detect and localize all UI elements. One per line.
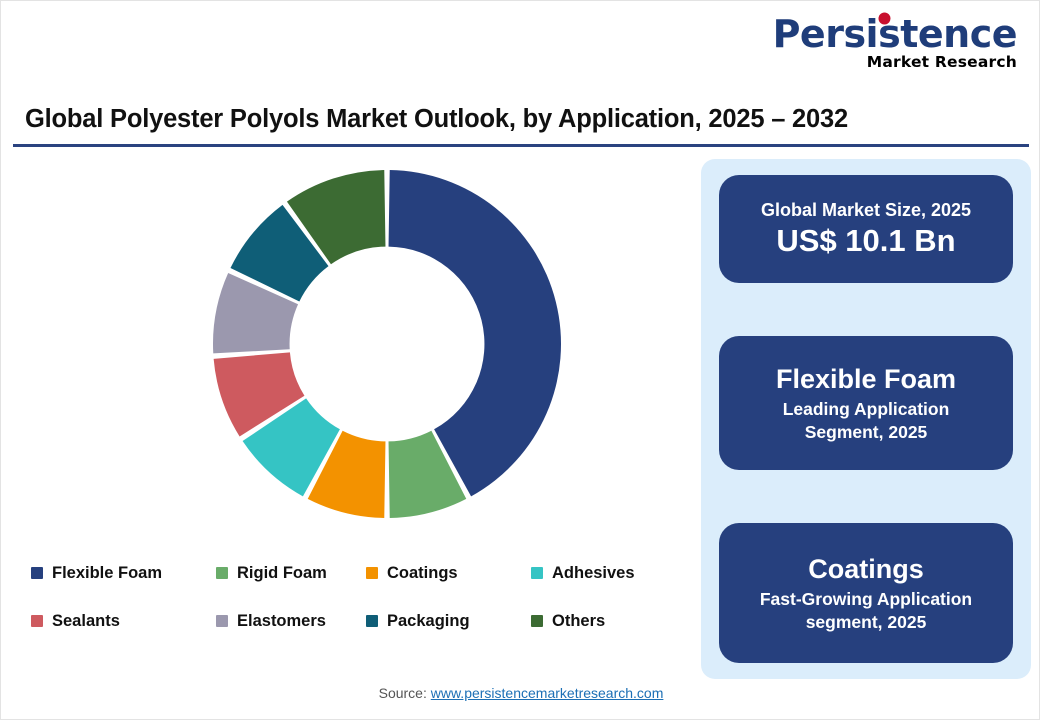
chart-area bbox=[13, 156, 685, 556]
legend-swatch-icon bbox=[366, 615, 378, 627]
legend-label: Sealants bbox=[52, 611, 120, 630]
legend-swatch-icon bbox=[531, 567, 543, 579]
legend-item[interactable]: Coatings bbox=[366, 564, 531, 583]
legend-swatch-icon bbox=[31, 567, 43, 579]
company-logo: Persistence Market Research bbox=[767, 12, 1018, 71]
leading-segment-sub-line1: Leading Application bbox=[782, 398, 950, 419]
legend-item[interactable]: Adhesives bbox=[531, 564, 691, 583]
donut-slice bbox=[388, 430, 467, 518]
legend-label: Flexible Foam bbox=[52, 563, 163, 582]
fast-growing-segment-sub-line1: Fast-Growing Application bbox=[759, 588, 973, 609]
legend-item[interactable]: Rigid Foam bbox=[216, 564, 366, 583]
source-line: Source: www.persistencemarketresearch.co… bbox=[1, 685, 1040, 701]
legend-label: Rigid Foam bbox=[237, 563, 327, 582]
legend-item[interactable]: Sealants bbox=[31, 612, 216, 631]
title-divider bbox=[13, 144, 1029, 147]
market-size-value: US$ 10.1 Bn bbox=[776, 223, 956, 259]
leading-segment-name: Flexible Foam bbox=[775, 363, 957, 394]
fast-growing-segment-sub-line2: segment, 2025 bbox=[805, 611, 927, 632]
logo-wordmark-text: Persistence bbox=[772, 12, 1018, 56]
legend-label: Coatings bbox=[387, 563, 458, 582]
donut-slice bbox=[230, 204, 329, 302]
donut-chart bbox=[209, 166, 565, 522]
donut-slice bbox=[213, 352, 305, 437]
donut-slice-group bbox=[213, 170, 562, 518]
page-title: Global Polyester Polyols Market Outlook,… bbox=[25, 105, 848, 133]
donut-slice bbox=[307, 430, 386, 518]
donut-slice bbox=[213, 272, 299, 354]
legend-item[interactable]: Flexible Foam bbox=[31, 564, 216, 583]
leading-segment-sub-line2: Segment, 2025 bbox=[804, 421, 928, 442]
legend-swatch-icon bbox=[531, 615, 543, 627]
legend-swatch-icon bbox=[366, 567, 378, 579]
donut-chart-svg bbox=[213, 170, 562, 518]
legend-label: Packaging bbox=[387, 611, 470, 630]
legend-label: Elastomers bbox=[237, 611, 326, 630]
highlight-card-market-size: Global Market Size, 2025 US$ 10.1 Bn bbox=[719, 175, 1013, 283]
legend-swatch-icon bbox=[216, 615, 228, 627]
fast-growing-segment-name: Coatings bbox=[808, 553, 924, 584]
highlight-card-leading-segment: Flexible Foam Leading Application Segmen… bbox=[719, 336, 1013, 470]
legend-swatch-icon bbox=[216, 567, 228, 579]
logo-wordmark: Persistence bbox=[772, 12, 1018, 56]
chart-legend: Flexible Foam Rigid Foam Coatings Adhesives… bbox=[31, 549, 691, 645]
legend-label: Adhesives bbox=[552, 563, 635, 582]
source-link[interactable]: www.persistencemarketresearch.com bbox=[430, 685, 664, 701]
legend-item[interactable]: Others bbox=[531, 612, 691, 631]
legend-item[interactable]: Elastomers bbox=[216, 612, 366, 631]
logo-tagline: Market Research bbox=[866, 53, 1017, 71]
donut-slice bbox=[286, 170, 386, 265]
highlight-card-fast-growing-segment: Coatings Fast-Growing Application segmen… bbox=[719, 523, 1013, 663]
market-size-label: Global Market Size, 2025 bbox=[760, 199, 972, 220]
source-prefix: Source: bbox=[378, 685, 431, 701]
legend-item[interactable]: Packaging bbox=[366, 612, 531, 631]
logo-gear-dot-icon bbox=[879, 14, 889, 23]
highlights-panel: Global Market Size, 2025 US$ 10.1 Bn Fle… bbox=[701, 159, 1031, 679]
donut-slice bbox=[388, 170, 562, 497]
donut-slice bbox=[242, 398, 340, 497]
legend-label: Others bbox=[552, 611, 606, 630]
legend-swatch-icon bbox=[31, 615, 43, 627]
